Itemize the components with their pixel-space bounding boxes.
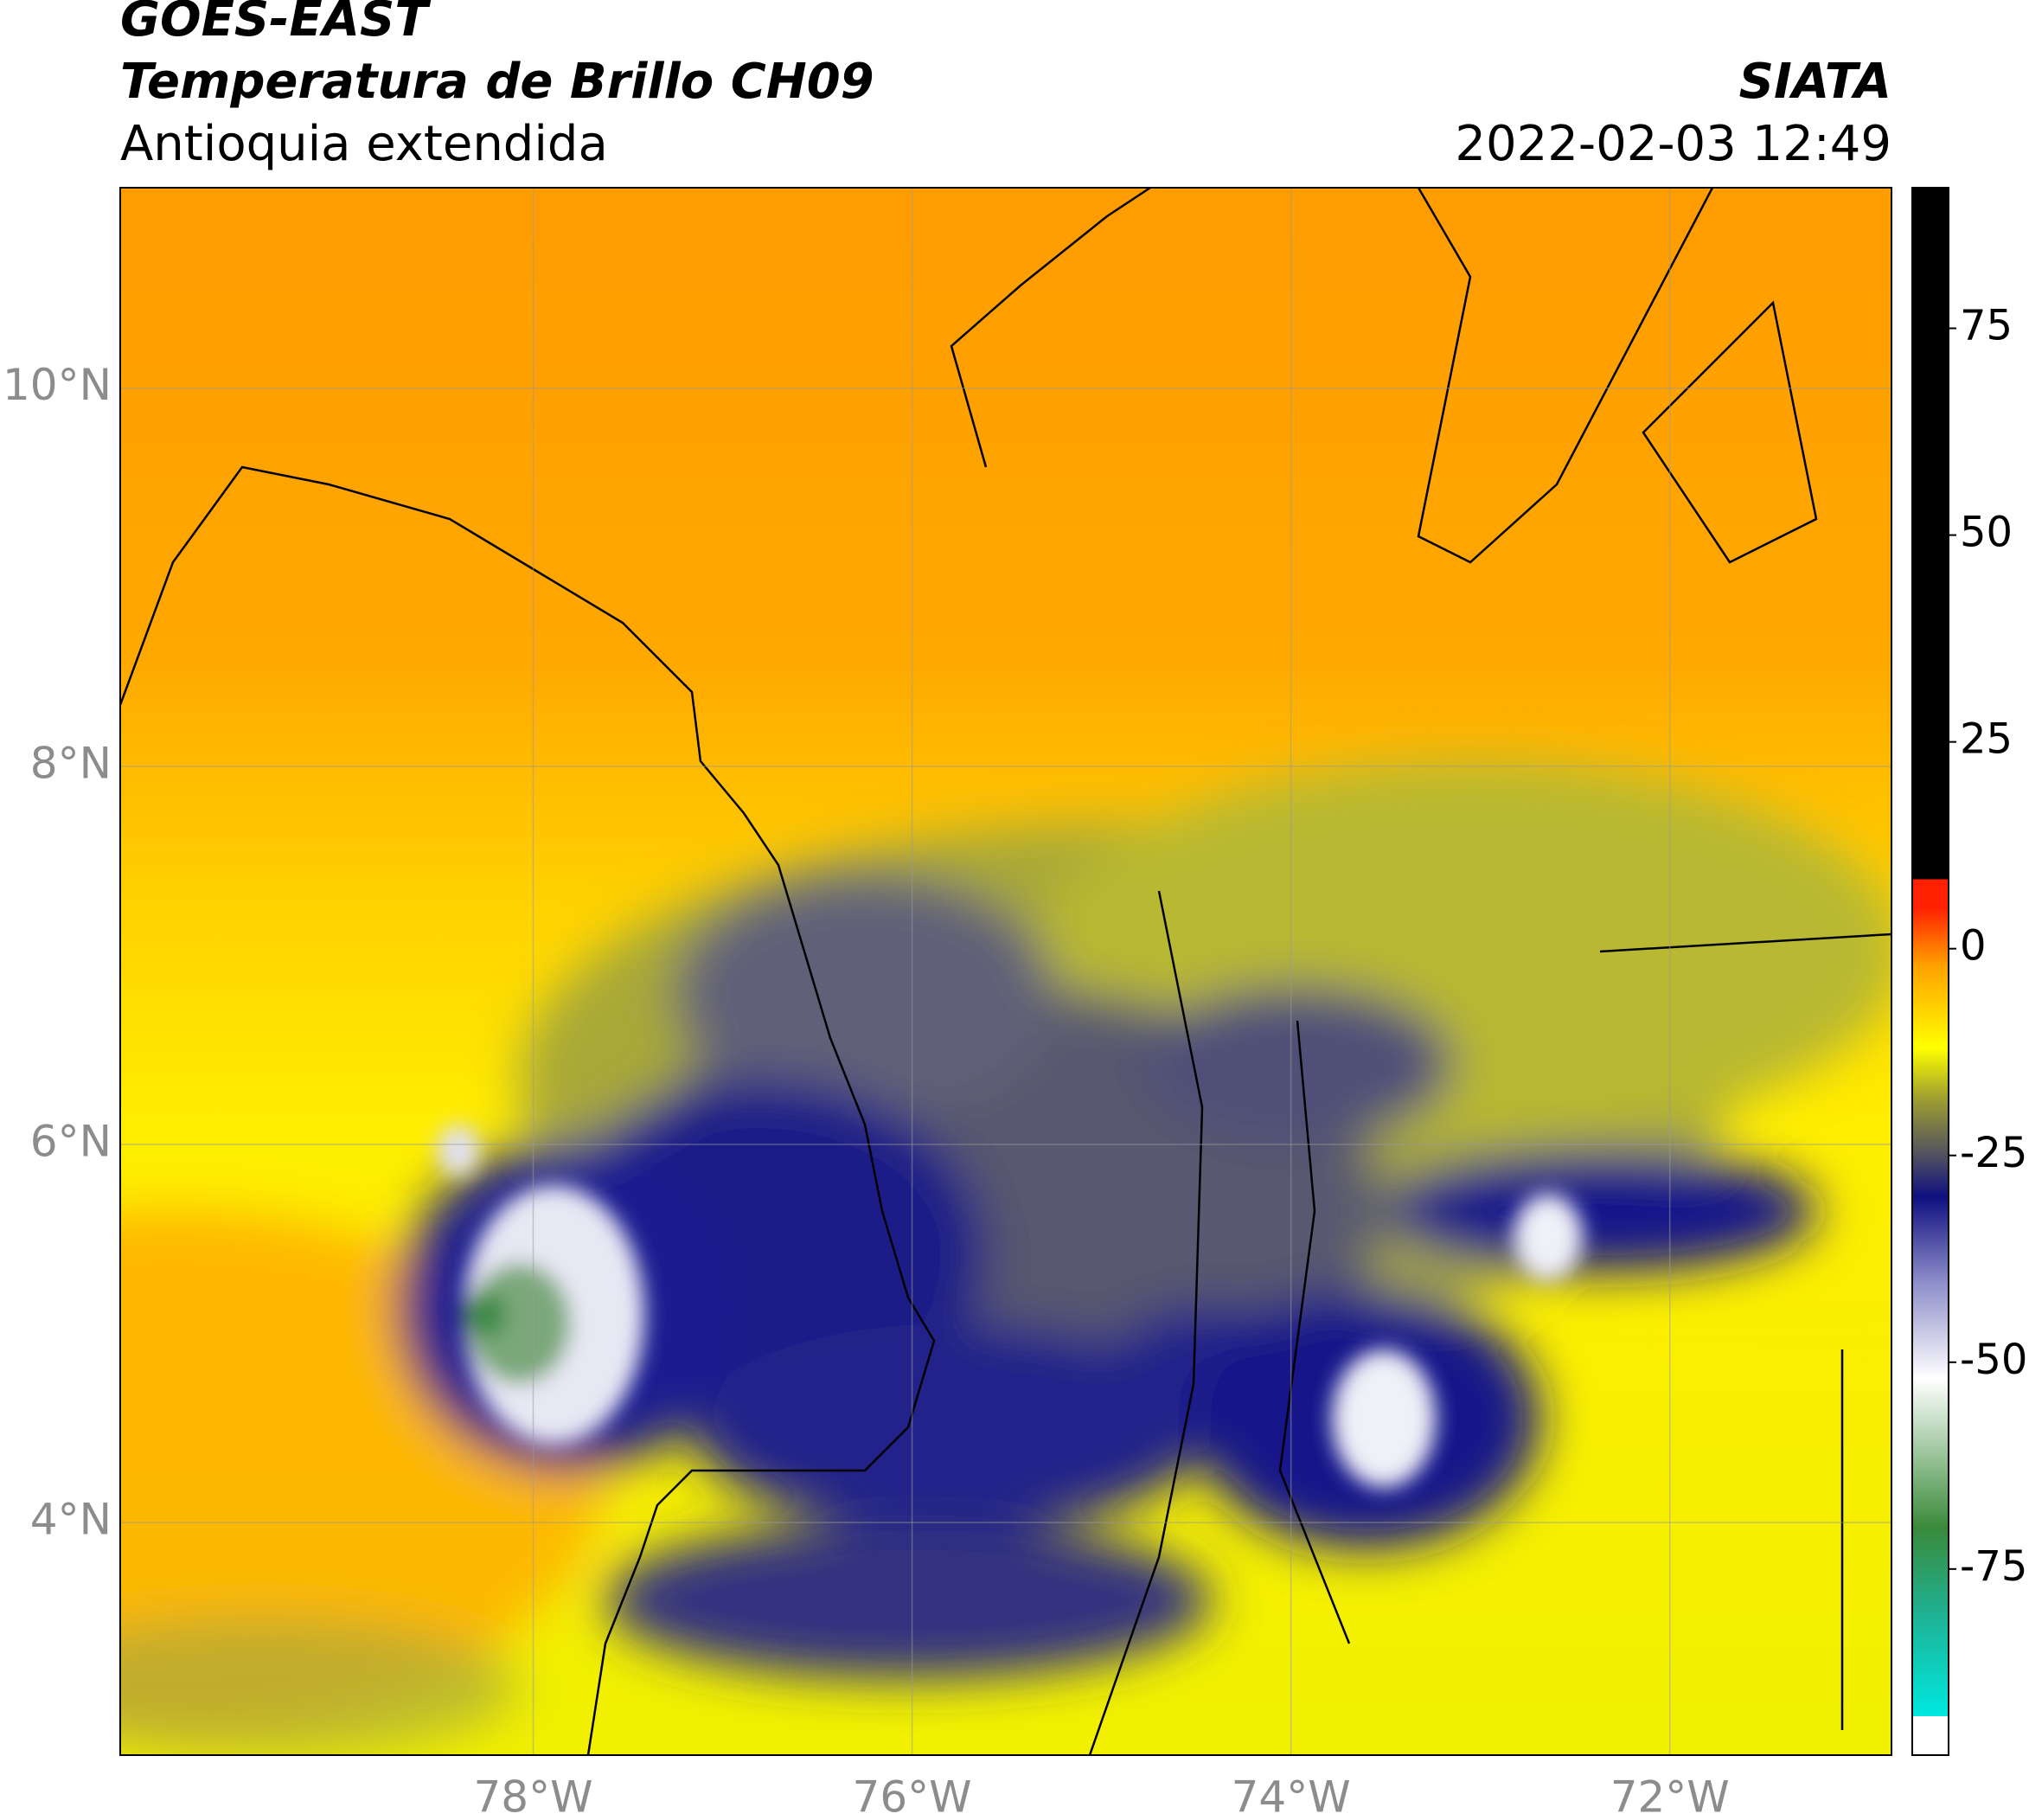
y-tick-label: 10°N (3, 360, 112, 410)
colorbar-tick-label: 25 (1960, 715, 2013, 764)
colorbar-tick-label: 50 (1960, 509, 2013, 557)
region: Antioquia extendida (120, 116, 608, 172)
y-tick-label: 6°N (30, 1116, 112, 1166)
x-tick-label: 74°W (1232, 1772, 1351, 1817)
x-tick-label: 76°W (853, 1772, 972, 1817)
colorbar (1911, 187, 1949, 1756)
datetime: 2022-02-03 12:49 (1455, 116, 1891, 172)
colorbar-tick-label: -50 (1960, 1336, 2027, 1384)
colorbar-tick-label: 0 (1960, 922, 1987, 971)
colorbar-tick-label: 75 (1960, 302, 2013, 350)
x-tick-label: 78°W (473, 1772, 592, 1817)
title: GOES-EAST (120, 0, 431, 48)
subtitle: Temperatura de Brillo CH09 (120, 54, 874, 110)
satellite-image (120, 188, 1891, 1755)
x-tick-label: 72°W (1610, 1772, 1730, 1817)
colorbar-tick-label: -75 (1960, 1542, 2027, 1591)
map-frame (119, 187, 1892, 1756)
colorbar-tick-label: -25 (1960, 1129, 2027, 1177)
source: SIATA (1739, 54, 1891, 110)
y-tick-label: 8°N (30, 738, 112, 788)
y-tick-label: 4°N (30, 1495, 112, 1545)
